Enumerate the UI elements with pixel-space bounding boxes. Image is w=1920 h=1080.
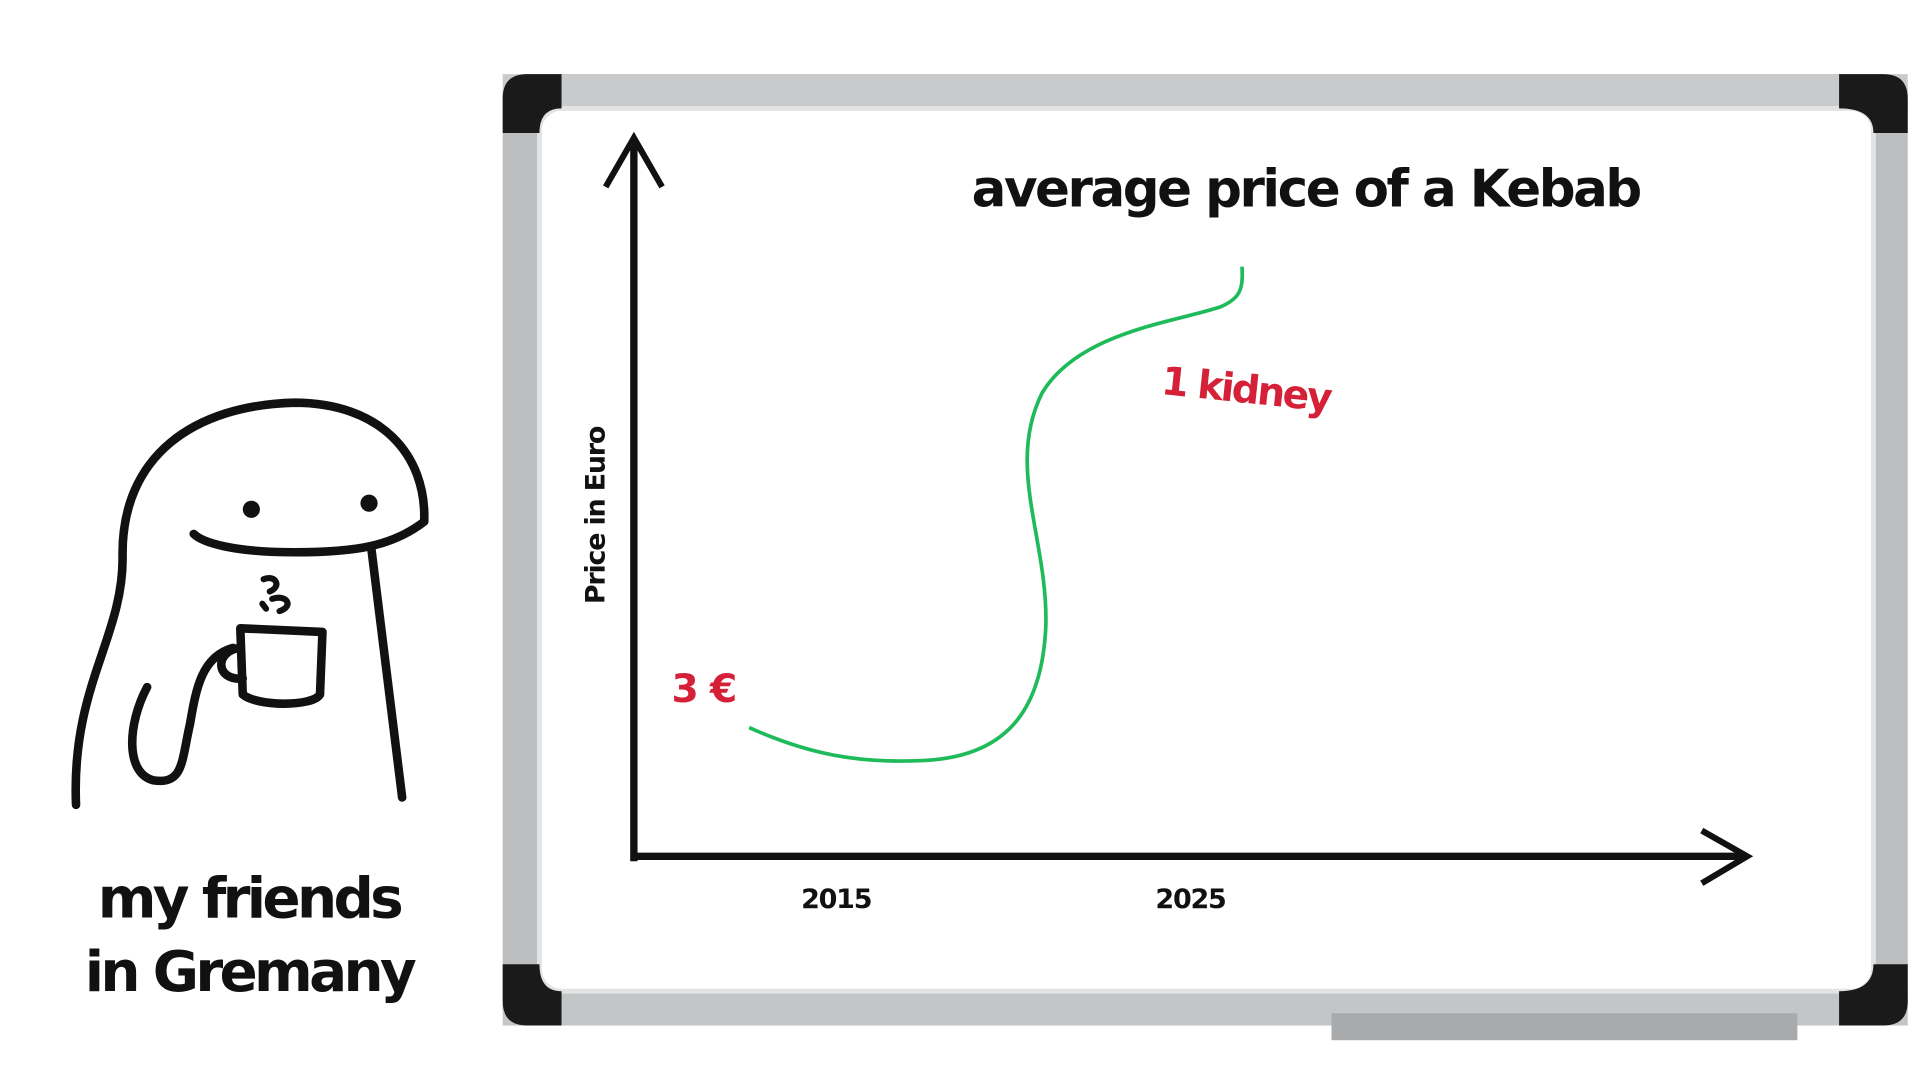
eye — [360, 494, 378, 512]
eye — [242, 500, 260, 518]
board-surface — [537, 105, 1876, 994]
body-outline — [71, 398, 429, 810]
character — [71, 398, 429, 810]
annotation: 3 € — [671, 667, 736, 712]
caption-line: my friends — [98, 867, 401, 932]
y-axis-label: Price in Euro — [580, 426, 611, 604]
price-curve — [748, 266, 1245, 763]
board-corner — [502, 74, 562, 133]
marker-tray — [1331, 1013, 1798, 1041]
mug — [236, 623, 327, 708]
chart-title: average price of a Kebab — [972, 160, 1641, 220]
arm — [127, 643, 238, 786]
board-corner — [1839, 964, 1908, 1026]
x-label: 2015 — [801, 884, 871, 915]
board-frame-top — [502, 74, 1908, 109]
mug-handle — [217, 643, 248, 683]
caption-line: in Gremany — [85, 940, 416, 1005]
steam — [259, 575, 291, 615]
board-corner — [1839, 74, 1908, 133]
body-right — [367, 545, 407, 802]
board-corner — [502, 964, 562, 1026]
x-label: 2025 — [1155, 884, 1225, 915]
y-axis-arrow — [603, 131, 665, 189]
x-axis-arrow — [1700, 827, 1754, 886]
